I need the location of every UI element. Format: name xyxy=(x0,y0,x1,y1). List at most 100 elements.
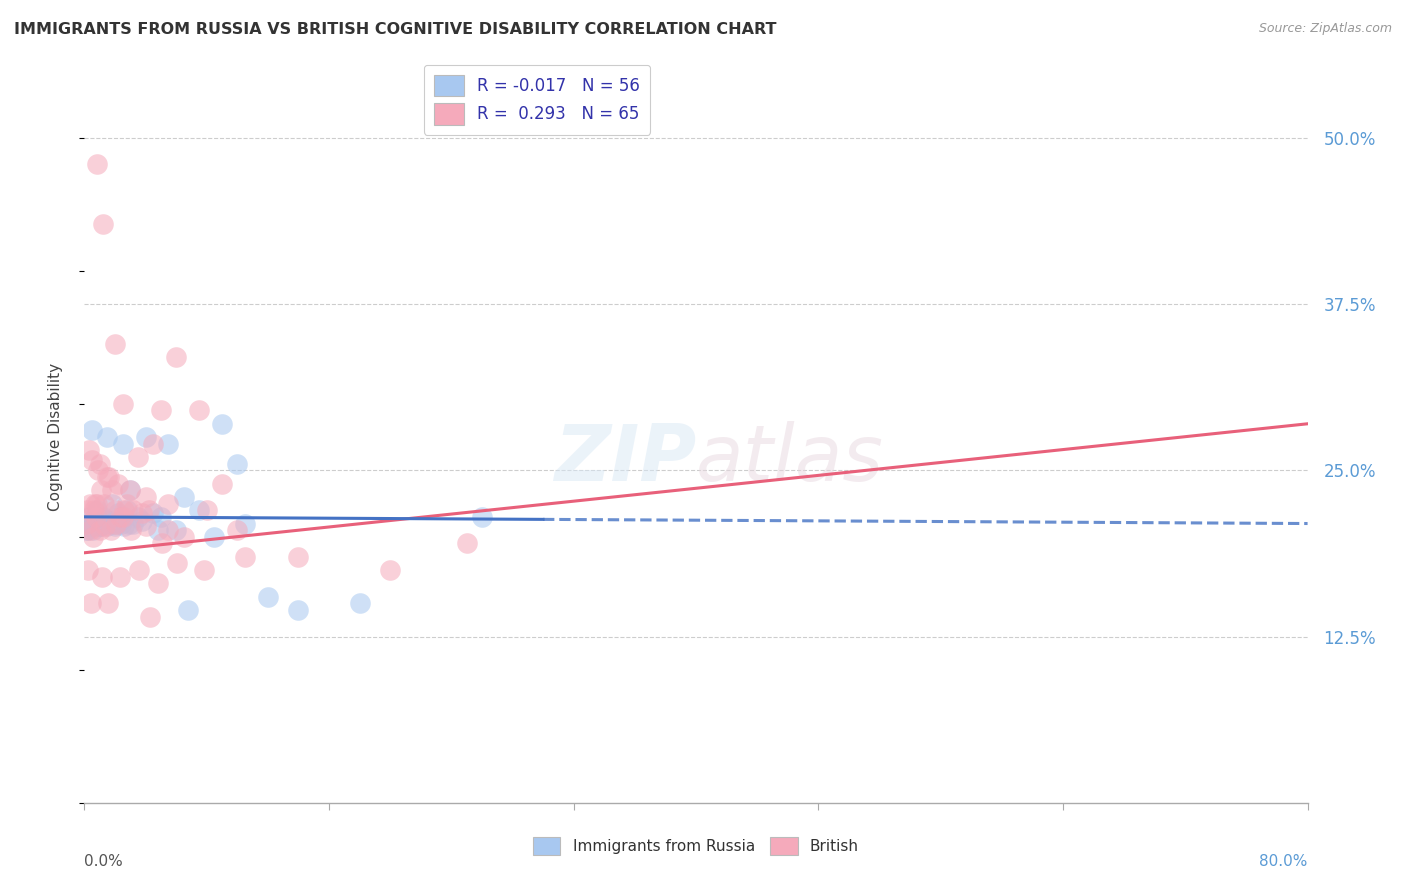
Point xyxy=(89,523,111,537)
Point xyxy=(94,519,117,533)
Point xyxy=(173,530,195,544)
Point xyxy=(97,596,120,610)
Point xyxy=(131,514,153,528)
Point xyxy=(91,509,114,524)
Point xyxy=(86,497,108,511)
Point xyxy=(157,497,180,511)
Point xyxy=(104,516,127,531)
Point xyxy=(89,519,111,533)
Point xyxy=(138,503,160,517)
Point xyxy=(131,506,153,520)
Point xyxy=(89,457,111,471)
Point xyxy=(76,523,98,537)
Point xyxy=(101,483,124,498)
Point xyxy=(96,519,118,533)
Point xyxy=(80,596,103,610)
Point xyxy=(84,509,107,524)
Point xyxy=(118,516,141,531)
Point xyxy=(83,519,105,533)
Point xyxy=(165,523,187,537)
Point xyxy=(77,563,100,577)
Point xyxy=(142,506,165,520)
Point xyxy=(149,403,172,417)
Point xyxy=(146,576,169,591)
Point xyxy=(93,497,115,511)
Point xyxy=(107,476,129,491)
Point xyxy=(115,503,138,517)
Point xyxy=(112,519,135,533)
Point xyxy=(97,516,120,531)
Point xyxy=(127,450,149,464)
Point xyxy=(173,490,195,504)
Point xyxy=(157,436,180,450)
Point xyxy=(111,397,134,411)
Point xyxy=(349,596,371,610)
Point xyxy=(380,563,402,577)
Text: 0.0%: 0.0% xyxy=(84,854,124,869)
Point xyxy=(135,430,157,444)
Point xyxy=(98,514,121,528)
Point xyxy=(79,523,101,537)
Point xyxy=(86,157,108,171)
Point xyxy=(83,503,105,517)
Point xyxy=(89,519,111,533)
Point xyxy=(80,452,103,467)
Point xyxy=(188,403,211,417)
Point xyxy=(91,217,114,231)
Point xyxy=(94,512,117,526)
Point xyxy=(193,563,215,577)
Point xyxy=(127,509,149,524)
Point xyxy=(101,497,124,511)
Point xyxy=(211,417,233,431)
Point xyxy=(150,536,173,550)
Point xyxy=(86,503,108,517)
Point xyxy=(100,523,122,537)
Point xyxy=(82,523,104,537)
Legend: Immigrants from Russia, British: Immigrants from Russia, British xyxy=(527,831,865,861)
Point xyxy=(96,470,118,484)
Point xyxy=(226,523,249,537)
Point xyxy=(233,516,256,531)
Point xyxy=(195,503,218,517)
Point xyxy=(79,519,101,533)
Point xyxy=(82,530,104,544)
Point xyxy=(107,506,129,520)
Point xyxy=(120,483,142,498)
Point xyxy=(108,509,131,524)
Point xyxy=(80,424,103,438)
Point xyxy=(112,509,135,524)
Point xyxy=(257,590,280,604)
Text: ZIP: ZIP xyxy=(554,421,696,497)
Text: IMMIGRANTS FROM RUSSIA VS BRITISH COGNITIVE DISABILITY CORRELATION CHART: IMMIGRANTS FROM RUSSIA VS BRITISH COGNIT… xyxy=(14,22,776,37)
Point xyxy=(226,457,249,471)
Point xyxy=(104,519,127,533)
Point xyxy=(79,497,101,511)
Point xyxy=(108,514,131,528)
Point xyxy=(93,516,115,531)
Point xyxy=(87,516,110,531)
Point xyxy=(96,430,118,444)
Point xyxy=(77,443,100,458)
Point xyxy=(120,483,142,498)
Point xyxy=(87,519,110,533)
Point xyxy=(110,570,132,584)
Point xyxy=(112,503,135,517)
Point xyxy=(135,519,157,533)
Point xyxy=(110,516,132,531)
Point xyxy=(103,516,125,531)
Point xyxy=(471,509,494,524)
Point xyxy=(456,536,478,550)
Point xyxy=(142,436,165,450)
Point xyxy=(122,503,145,517)
Text: atlas: atlas xyxy=(696,421,884,497)
Point xyxy=(97,470,120,484)
Point xyxy=(157,523,180,537)
Point xyxy=(76,523,98,537)
Point xyxy=(105,516,128,531)
Point xyxy=(287,603,309,617)
Text: 80.0%: 80.0% xyxy=(1260,854,1308,869)
Point xyxy=(149,509,172,524)
Point xyxy=(84,497,107,511)
Point xyxy=(211,476,233,491)
Point xyxy=(79,516,101,531)
